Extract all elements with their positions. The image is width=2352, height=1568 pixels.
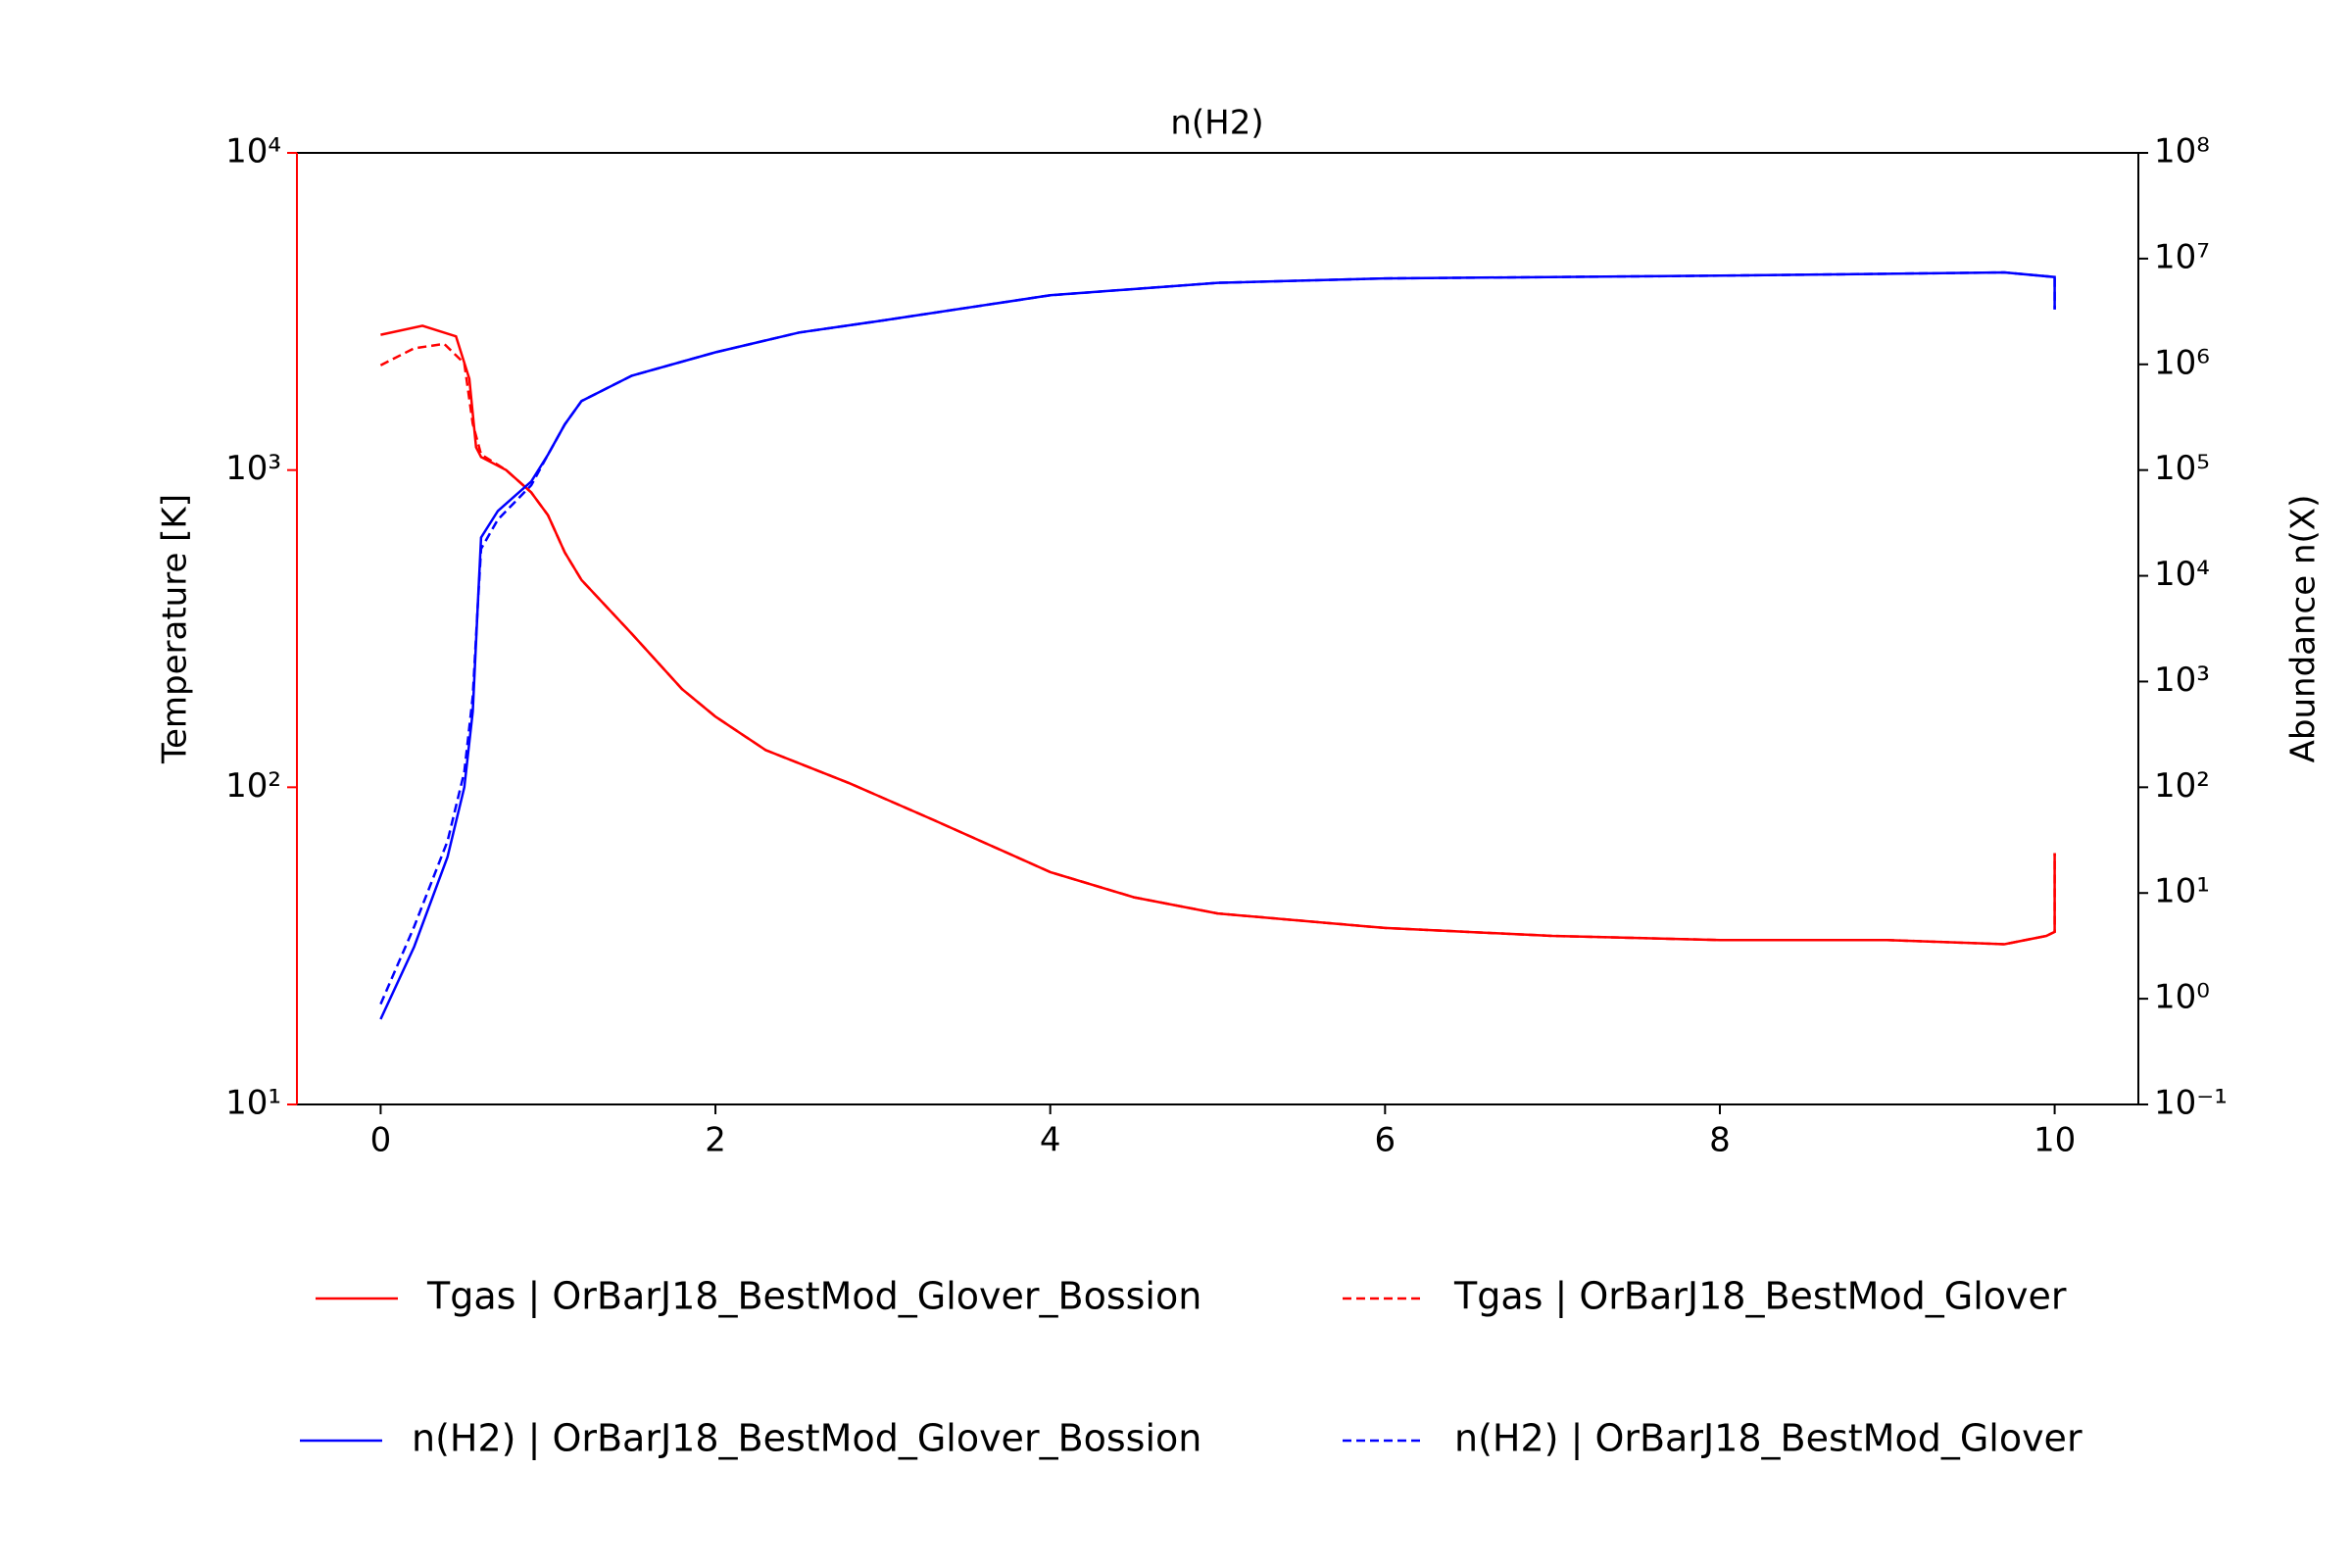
y-tick-label: 10⁴	[225, 132, 281, 172]
y-axis-label: Temperature [K]	[156, 494, 195, 764]
x-tick-label: 10	[2034, 1121, 2076, 1160]
y-tick-label: 10²	[225, 766, 281, 806]
y2-tick-label: 10⁷	[2154, 237, 2210, 276]
x-tick-label: 4	[1040, 1121, 1061, 1160]
legend-label: n(H2) | OrBarJ18_BestMod_Glover_Bossion	[412, 1417, 1201, 1461]
series-line	[379, 342, 2056, 946]
y2-tick-label: 10³	[2154, 661, 2210, 700]
y2-tick-label: 10⁶	[2154, 343, 2210, 382]
x-tick-label: 2	[705, 1121, 726, 1160]
y2-tick-label: 10²	[2154, 766, 2210, 806]
y-tick-label: 10¹	[225, 1084, 281, 1123]
y2-tick-label: 10⁰	[2154, 978, 2210, 1017]
y2-tick-label: 10⁵	[2154, 449, 2210, 488]
chart-title: n(H2)	[1170, 104, 1263, 143]
legend-label: Tgas | OrBarJ18_BestMod_Glover	[1453, 1275, 2067, 1319]
x-tick-label: 6	[1374, 1121, 1396, 1160]
y2-tick-label: 10⁸	[2154, 132, 2210, 172]
y2-tick-label: 10⁻¹	[2154, 1084, 2228, 1123]
legend-label: Tgas | OrBarJ18_BestMod_Glover_Bossion	[426, 1275, 1201, 1319]
series-line	[379, 270, 2056, 1005]
y2-tick-label: 10⁴	[2154, 555, 2210, 594]
y-tick-label: 10³	[225, 449, 281, 488]
y2-axis-label: Abundance n(X)	[2284, 495, 2324, 763]
x-tick-label: 8	[1709, 1121, 1731, 1160]
y2-tick-label: 10¹	[2154, 872, 2210, 911]
legend-label: n(H2) | OrBarJ18_BestMod_Glover	[1454, 1417, 2082, 1461]
x-tick-label: 0	[370, 1121, 392, 1160]
